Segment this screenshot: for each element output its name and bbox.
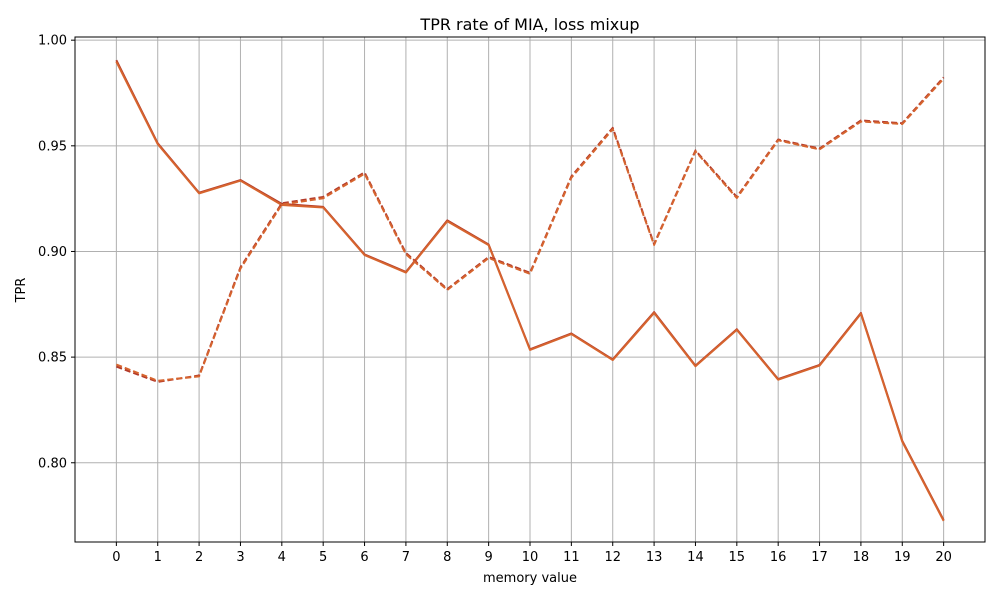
x-tick-label: 15	[729, 550, 746, 565]
x-tick-label: 11	[563, 550, 580, 565]
x-tick-label: 6	[360, 550, 368, 565]
x-tick-label: 17	[811, 550, 828, 565]
axis-ticks: 0 1 2 3 4 5 6 7 8 9 10 11 12 13 14 15 16 17 18 19 200.800.85…	[38, 34, 952, 565]
x-tick-label: 19	[894, 550, 911, 565]
x-tick-label: 16	[770, 550, 787, 565]
series-line-dashed-3	[115, 77, 945, 382]
y-tick-label: 0.80	[38, 456, 67, 471]
x-tick-label: 4	[278, 550, 286, 565]
y-axis-label: TPR	[14, 278, 29, 304]
x-tick-label: 12	[604, 550, 621, 565]
x-tick-label: 8	[443, 550, 451, 565]
x-tick-label: 14	[687, 550, 704, 565]
y-tick-label: 0.85	[38, 351, 67, 366]
plot-area-series	[115, 59, 945, 522]
x-axis-label: memory value	[483, 571, 577, 586]
x-tick-label: 10	[522, 550, 539, 565]
x-tick-label: 2	[195, 550, 203, 565]
grid-lines	[75, 37, 985, 542]
x-tick-label: 20	[935, 550, 952, 565]
x-tick-label: 18	[853, 550, 870, 565]
chart-title: TPR rate of MIA, loss mixup	[419, 15, 639, 34]
x-tick-label: 1	[154, 550, 162, 565]
y-tick-label: 0.90	[38, 245, 67, 260]
y-tick-label: 0.95	[38, 139, 67, 154]
x-tick-label: 9	[484, 550, 492, 565]
x-tick-label: 5	[319, 550, 327, 565]
y-tick-label: 1.00	[38, 34, 67, 49]
x-tick-label: 0	[112, 550, 120, 565]
x-tick-label: 3	[236, 550, 244, 565]
series-line-solid-1	[115, 61, 945, 522]
x-tick-label: 13	[646, 550, 663, 565]
x-tick-label: 7	[402, 550, 410, 565]
